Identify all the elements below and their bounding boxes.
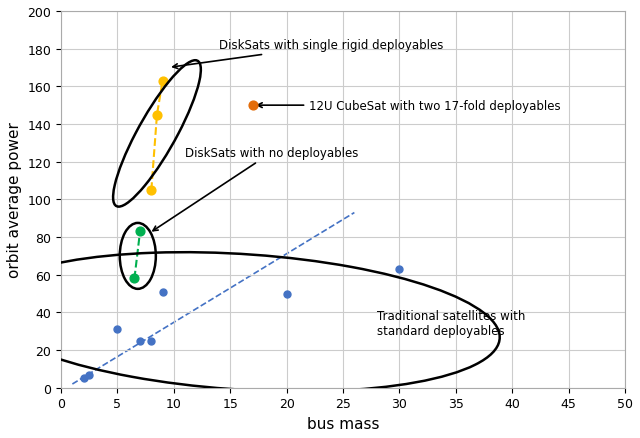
Point (113, 326, 123, 333)
Text: Traditional satellites with
standard deployables: Traditional satellites with standard dep… (377, 309, 525, 337)
Point (248, 102, 258, 110)
Point (135, 337, 145, 344)
X-axis label: bus mass: bus mass (307, 416, 380, 431)
Text: DiskSats with single rigid deployables: DiskSats with single rigid deployables (173, 39, 444, 69)
Point (157, 78, 168, 85)
Point (152, 112, 162, 119)
Text: DiskSats with no deployables: DiskSats with no deployables (153, 146, 358, 231)
Point (146, 187, 156, 194)
Point (84, 371, 95, 378)
Point (146, 337, 156, 344)
Point (79, 375, 89, 382)
Y-axis label: orbit average power: orbit average power (7, 122, 22, 278)
Point (394, 266, 404, 273)
Point (129, 276, 140, 283)
Point (135, 228, 145, 235)
Text: 12U CubeSat with two 17-fold deployables: 12U CubeSat with two 17-fold deployables (257, 99, 561, 113)
Point (282, 290, 292, 297)
Point (157, 289, 168, 296)
